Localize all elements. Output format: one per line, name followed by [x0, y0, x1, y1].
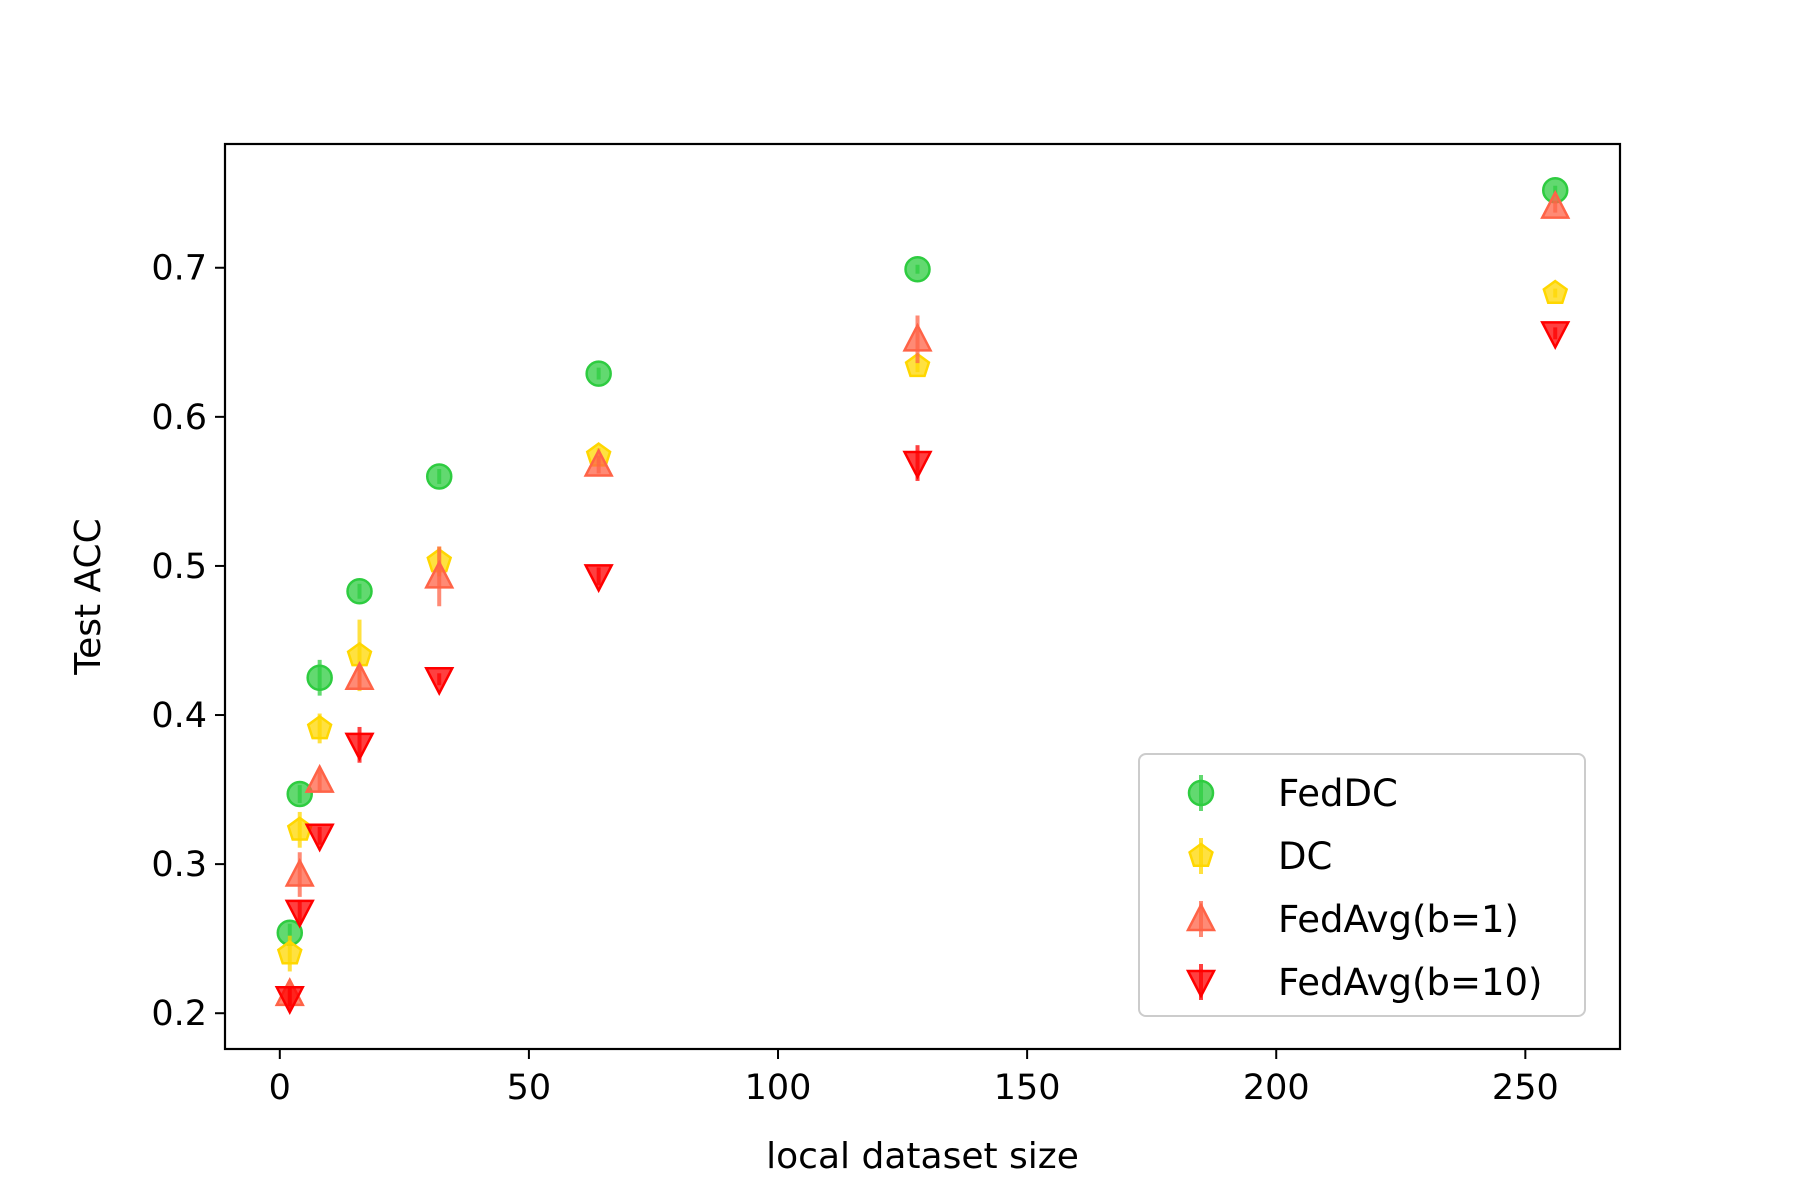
legend: FedDC DC FedAvg(b=1) FedAvg(b=10) — [1138, 753, 1586, 1017]
plot-area — [274, 176, 1571, 1016]
series-fedavg-b-10 — [274, 321, 1571, 1016]
data-point — [1540, 189, 1571, 219]
data-point — [306, 664, 333, 692]
data-point — [902, 322, 933, 352]
data-point — [425, 463, 453, 490]
data-point — [583, 447, 614, 477]
legend-marker — [1188, 842, 1214, 867]
data-point — [276, 940, 303, 965]
axes-ticks: 0 50 100 150 200 250 0.2 0.3 0.4 0.5 0.6 0.7 — [151, 249, 1558, 1108]
y-tick-label: 0.2 — [151, 994, 207, 1034]
y-axis-label: Test ACC — [68, 518, 109, 676]
data-point — [585, 360, 612, 387]
legend-item-fedavg-b-10: FedAvg(b=10) — [1185, 961, 1542, 1004]
legend-marker — [1185, 902, 1217, 932]
data-point — [306, 714, 333, 740]
legend-label: FedDC — [1278, 772, 1398, 815]
data-point — [304, 763, 335, 793]
x-tick-label: 250 — [1492, 1068, 1559, 1108]
data-point — [424, 559, 455, 589]
data-point — [904, 255, 931, 283]
x-tick-label: 200 — [1243, 1068, 1310, 1108]
legend-label: DC — [1278, 835, 1332, 878]
data-point — [1542, 279, 1569, 305]
legend-marker — [1187, 779, 1215, 807]
data-point — [902, 450, 933, 480]
y-tick-label: 0.6 — [151, 398, 207, 438]
y-tick-label: 0.3 — [151, 845, 207, 885]
data-point — [424, 666, 455, 696]
legend-item-dc: DC — [1188, 835, 1332, 878]
x-tick-label: 150 — [994, 1068, 1061, 1108]
x-tick-label: 0 — [269, 1068, 291, 1108]
y-tick-label: 0.4 — [151, 696, 207, 736]
data-point — [284, 857, 315, 887]
legend-label: FedAvg(b=1) — [1278, 898, 1519, 941]
axes-frame — [223, 142, 1622, 1051]
legend-marker — [1185, 969, 1217, 999]
data-point — [346, 578, 373, 605]
x-tick-label: 50 — [507, 1068, 552, 1108]
data-point — [583, 564, 614, 594]
y-tick-label: 0.5 — [151, 547, 207, 587]
legend-label: FedAvg(b=10) — [1278, 961, 1542, 1004]
data-point — [286, 780, 313, 808]
data-point — [284, 899, 315, 929]
legend-item-fedavg-b-1: FedAvg(b=1) — [1185, 898, 1519, 941]
y-tick-label: 0.7 — [151, 249, 207, 289]
data-point — [904, 352, 931, 378]
data-point — [1540, 321, 1571, 351]
data-point — [304, 823, 335, 853]
data-point — [344, 661, 375, 691]
x-axis-label: local dataset size — [766, 1136, 1079, 1177]
data-point — [274, 986, 305, 1016]
x-tick-label: 100 — [745, 1068, 812, 1108]
legend-box — [1138, 753, 1586, 1017]
legend-item-feddc: FedDC — [1187, 772, 1398, 815]
data-point — [344, 732, 375, 762]
